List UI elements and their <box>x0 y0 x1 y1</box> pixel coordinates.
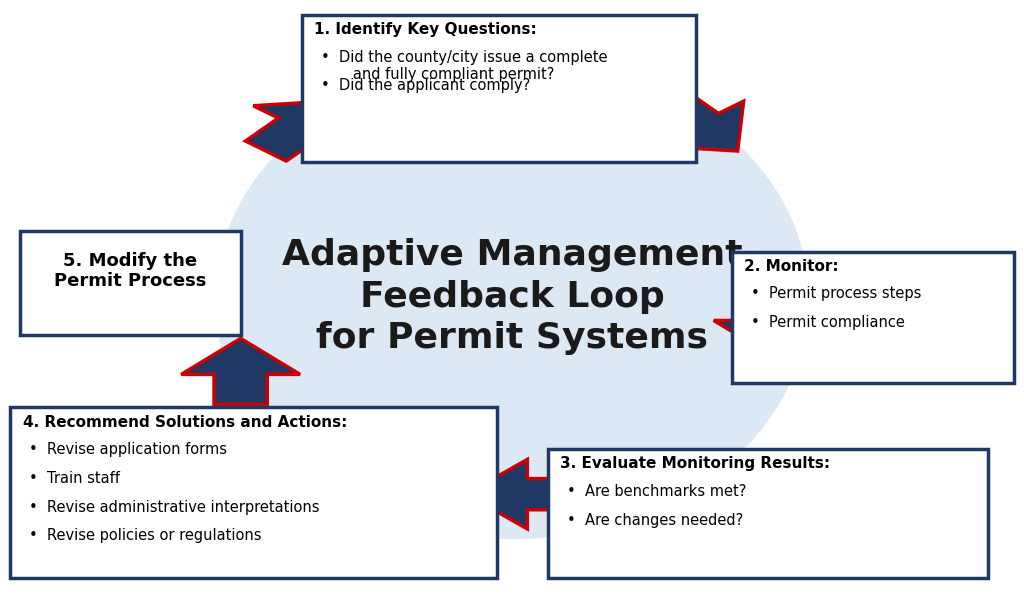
Text: Feedback Loop: Feedback Loop <box>359 280 665 313</box>
Text: •: • <box>566 513 575 528</box>
Text: 2. Monitor:: 2. Monitor: <box>744 259 839 274</box>
Text: 1. Identify Key Questions:: 1. Identify Key Questions: <box>314 22 538 37</box>
Text: 4. Recommend Solutions and Actions:: 4. Recommend Solutions and Actions: <box>23 415 347 429</box>
Text: Did the county/city issue a complete
   and fully compliant permit?: Did the county/city issue a complete and… <box>339 50 607 82</box>
Text: 3. Evaluate Monitoring Results:: 3. Evaluate Monitoring Results: <box>560 456 830 471</box>
Polygon shape <box>466 459 579 529</box>
FancyBboxPatch shape <box>548 449 988 578</box>
FancyBboxPatch shape <box>20 231 241 335</box>
Text: Adaptive Management: Adaptive Management <box>282 238 742 271</box>
Polygon shape <box>181 338 300 404</box>
Text: •: • <box>321 50 330 65</box>
Polygon shape <box>714 291 833 356</box>
Text: Revise policies or regulations: Revise policies or regulations <box>47 528 261 543</box>
Polygon shape <box>645 90 743 151</box>
FancyBboxPatch shape <box>302 15 696 162</box>
Text: •: • <box>29 500 38 515</box>
Ellipse shape <box>215 60 809 539</box>
Text: Permit process steps: Permit process steps <box>769 286 922 301</box>
Polygon shape <box>246 101 344 161</box>
Text: •: • <box>29 442 38 457</box>
Text: Permit compliance: Permit compliance <box>769 315 905 330</box>
Text: •: • <box>29 528 38 543</box>
Text: Are benchmarks met?: Are benchmarks met? <box>585 484 746 499</box>
FancyBboxPatch shape <box>732 252 1014 383</box>
Text: •: • <box>566 484 575 499</box>
Text: •: • <box>751 315 760 330</box>
Text: Did the applicant comply?: Did the applicant comply? <box>339 78 530 93</box>
Text: 5. Modify the
Permit Process: 5. Modify the Permit Process <box>54 252 207 291</box>
Text: •: • <box>751 286 760 301</box>
FancyBboxPatch shape <box>10 407 497 578</box>
Text: Revise application forms: Revise application forms <box>47 442 227 457</box>
Text: Are changes needed?: Are changes needed? <box>585 513 743 528</box>
Text: Revise administrative interpretations: Revise administrative interpretations <box>47 500 319 515</box>
Text: •: • <box>321 78 330 93</box>
Text: Train staff: Train staff <box>47 471 120 486</box>
Text: •: • <box>29 471 38 486</box>
Text: for Permit Systems: for Permit Systems <box>316 322 708 355</box>
